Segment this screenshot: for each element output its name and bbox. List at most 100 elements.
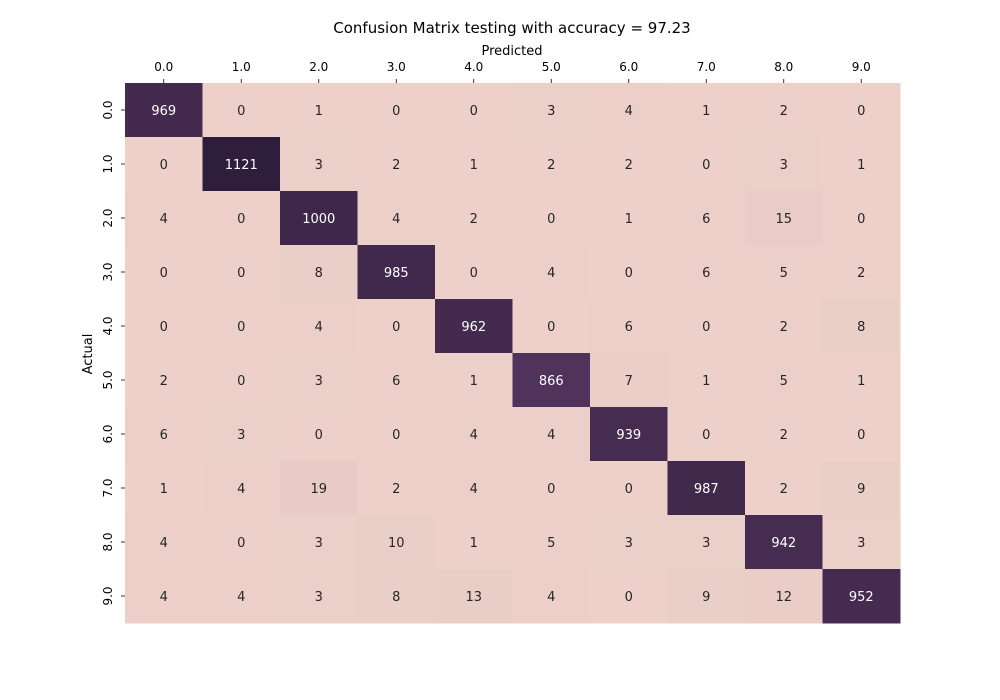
cell-6-1 <box>202 407 281 462</box>
cell-label-1-4: 1 <box>470 158 478 173</box>
cell-label-5-3: 6 <box>392 374 400 389</box>
cell-label-5-1: 0 <box>237 374 245 389</box>
cell-label-4-8: 2 <box>780 320 788 335</box>
cell-label-9-5: 4 <box>547 590 555 605</box>
cell-label-0-5: 3 <box>547 104 555 119</box>
cell-5-0 <box>125 353 203 408</box>
cell-label-3-1: 0 <box>237 266 245 281</box>
x-axis-label: Predicted <box>481 44 542 59</box>
cell-label-6-8: 2 <box>780 428 788 443</box>
cell-label-2-9: 0 <box>857 212 865 227</box>
cell-label-3-2: 8 <box>315 266 323 281</box>
cell-label-3-9: 2 <box>857 266 865 281</box>
cell-8-5 <box>512 515 591 570</box>
cell-label-3-3: 985 <box>384 266 409 281</box>
cell-label-8-9: 3 <box>857 536 865 551</box>
y-tick-3: 3.0 <box>101 262 115 281</box>
cell-7-7 <box>667 461 746 516</box>
chart-title: Confusion Matrix testing with accuracy =… <box>333 19 690 37</box>
cell-7-4 <box>435 461 513 516</box>
cell-5-9 <box>822 353 901 408</box>
cell-1-9 <box>822 137 901 192</box>
y-tick-6: 6.0 <box>101 424 115 443</box>
cell-2-3 <box>357 191 436 246</box>
cell-label-4-1: 0 <box>237 320 245 335</box>
cell-6-2 <box>280 407 358 462</box>
cell-2-9 <box>822 191 901 246</box>
cell-9-2 <box>280 569 358 624</box>
cell-0-5 <box>512 83 591 138</box>
cell-label-3-0: 0 <box>160 266 168 281</box>
cell-label-8-7: 3 <box>702 536 710 551</box>
cell-label-1-5: 2 <box>547 158 555 173</box>
cell-6-9 <box>822 407 901 462</box>
cell-label-1-9: 1 <box>857 158 865 173</box>
cell-label-4-9: 8 <box>857 320 865 335</box>
cell-label-4-7: 0 <box>702 320 710 335</box>
cell-label-2-1: 0 <box>237 212 245 227</box>
cell-2-4 <box>435 191 513 246</box>
cell-3-0 <box>125 245 203 300</box>
x-tick-4: 4.0 <box>464 60 483 74</box>
cell-label-9-9: 952 <box>849 590 874 605</box>
cell-label-0-8: 2 <box>780 104 788 119</box>
cell-label-2-8: 15 <box>775 212 792 227</box>
cell-6-8 <box>745 407 823 462</box>
cell-label-5-9: 1 <box>857 374 865 389</box>
cell-label-6-3: 0 <box>392 428 400 443</box>
cell-5-2 <box>280 353 358 408</box>
cell-7-8 <box>745 461 823 516</box>
cell-4-6 <box>590 299 668 354</box>
x-tick-1: 1.0 <box>232 60 251 74</box>
cell-9-6 <box>590 569 668 624</box>
cell-9-5 <box>512 569 591 624</box>
cell-8-8 <box>745 515 823 570</box>
cell-label-4-5: 0 <box>547 320 555 335</box>
cell-label-7-6: 0 <box>625 482 633 497</box>
cell-3-4 <box>435 245 513 300</box>
cell-5-5 <box>512 353 591 408</box>
cell-5-4 <box>435 353 513 408</box>
cell-8-3 <box>357 515 436 570</box>
cell-label-2-2: 1000 <box>302 212 335 227</box>
cell-label-0-7: 1 <box>702 104 710 119</box>
cell-4-0 <box>125 299 203 354</box>
cell-1-0 <box>125 137 203 192</box>
cell-2-2 <box>280 191 358 246</box>
cell-1-3 <box>357 137 436 192</box>
cell-label-5-0: 2 <box>160 374 168 389</box>
cell-6-4 <box>435 407 513 462</box>
cell-2-1 <box>202 191 281 246</box>
x-tick-5: 5.0 <box>542 60 561 74</box>
cell-0-0 <box>125 83 203 138</box>
cell-label-1-8: 3 <box>780 158 788 173</box>
cell-6-7 <box>667 407 746 462</box>
cell-3-6 <box>590 245 668 300</box>
cell-label-7-8: 2 <box>780 482 788 497</box>
cell-label-2-5: 0 <box>547 212 555 227</box>
cell-label-5-2: 3 <box>315 374 323 389</box>
cell-5-6 <box>590 353 668 408</box>
cell-0-6 <box>590 83 668 138</box>
cell-label-0-3: 0 <box>392 104 400 119</box>
cell-6-0 <box>125 407 203 462</box>
y-tick-4: 4.0 <box>101 316 115 335</box>
y-tick-8: 8.0 <box>101 532 115 551</box>
cell-label-1-0: 0 <box>160 158 168 173</box>
cell-2-7 <box>667 191 746 246</box>
cell-label-3-5: 4 <box>547 266 555 281</box>
cell-9-3 <box>357 569 436 624</box>
cell-4-2 <box>280 299 358 354</box>
y-axis-label: Actual <box>81 334 96 375</box>
cell-3-2 <box>280 245 358 300</box>
cell-label-5-8: 5 <box>780 374 788 389</box>
cell-7-0 <box>125 461 203 516</box>
cell-5-7 <box>667 353 746 408</box>
cell-label-1-3: 2 <box>392 158 400 173</box>
y-tick-2: 2.0 <box>101 208 115 227</box>
cell-label-5-4: 1 <box>470 374 478 389</box>
cell-label-7-7: 987 <box>694 482 719 497</box>
cell-2-6 <box>590 191 668 246</box>
cell-8-7 <box>667 515 746 570</box>
